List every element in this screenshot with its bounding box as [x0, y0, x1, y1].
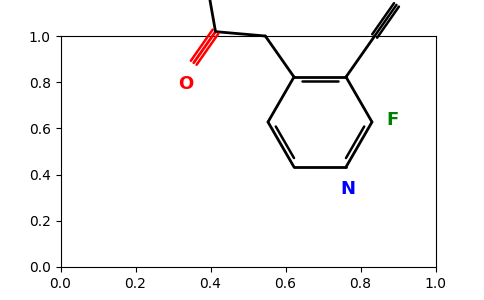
Text: N: N [341, 180, 356, 198]
Text: O: O [178, 75, 193, 93]
Text: F: F [386, 111, 398, 129]
